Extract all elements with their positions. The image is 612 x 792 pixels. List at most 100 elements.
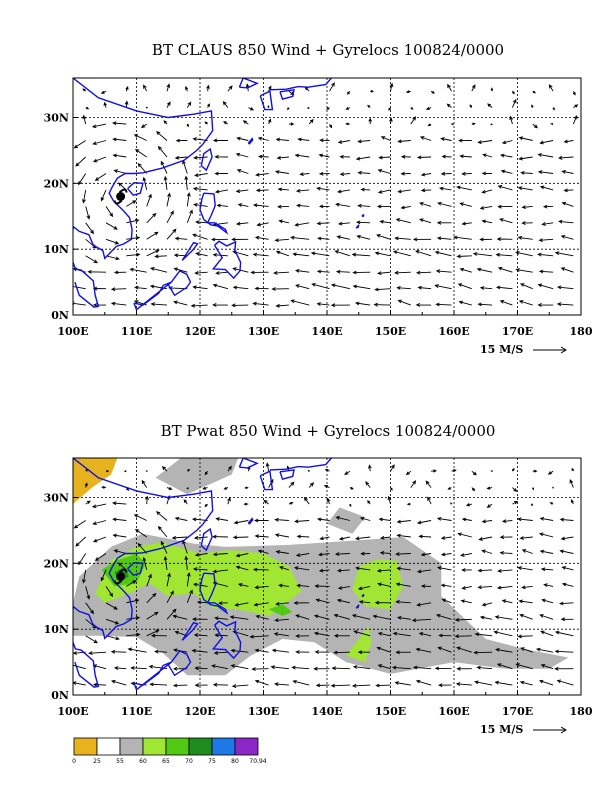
wind-vector	[166, 590, 174, 604]
wind-vector	[232, 267, 249, 273]
wind-vector	[193, 633, 208, 637]
wind-vector	[232, 285, 249, 290]
wind-vector	[415, 270, 432, 275]
wind-vector	[351, 613, 371, 620]
wind-vector	[202, 486, 208, 490]
wind-vector	[554, 251, 574, 257]
x-tick-label: 120E	[184, 705, 215, 718]
wind-vector	[308, 118, 314, 125]
wind-vector	[563, 139, 574, 144]
wind-vector	[318, 171, 330, 176]
wind-vector	[349, 486, 354, 490]
wind-vector	[257, 136, 269, 141]
wind-vector	[126, 200, 137, 207]
wind-vector	[351, 683, 371, 688]
y-tick-label: 0N	[51, 689, 69, 702]
wind-vector	[539, 614, 554, 620]
wind-vector	[337, 140, 350, 144]
wind-vector	[216, 203, 228, 208]
coastline	[167, 650, 192, 677]
wind-vector	[85, 635, 98, 644]
wind-vector	[274, 517, 289, 522]
wind-vector	[248, 107, 255, 111]
wind-vector	[478, 536, 493, 541]
wind-vector	[438, 633, 452, 638]
cyclone-icon-arm	[118, 568, 128, 574]
colorbar-swatch	[96, 737, 121, 756]
wind-vector	[450, 502, 453, 505]
wind-vector	[471, 122, 476, 126]
y-tick-label: 30N	[44, 112, 69, 125]
wind-vector	[537, 283, 554, 290]
wind-vector	[436, 236, 452, 241]
x-tick-label: 160E	[438, 325, 469, 338]
wind-vector	[415, 302, 432, 307]
wind-vector	[355, 536, 371, 541]
wind-vector	[479, 615, 493, 620]
wind-vector	[100, 569, 107, 582]
wind-vector	[173, 267, 188, 273]
wind-vector	[182, 159, 188, 174]
contour-region	[73, 458, 118, 505]
wind-vector	[254, 679, 269, 686]
wind-vector	[187, 468, 191, 472]
wind-vector	[511, 90, 515, 95]
wind-vector	[372, 614, 391, 620]
coastline	[355, 224, 360, 229]
colorbar-tick-label: 75	[208, 758, 216, 765]
wind-vector	[497, 569, 513, 573]
wind-vector	[390, 464, 395, 472]
wind-vector	[218, 601, 228, 606]
wind-vector	[517, 566, 533, 571]
wind-vector	[494, 680, 513, 686]
wind-vector	[237, 203, 249, 207]
wind-vector	[174, 516, 188, 521]
wind-vector	[175, 138, 188, 143]
wind-vector	[499, 535, 513, 540]
wind-vector	[374, 600, 391, 605]
wind-vector	[268, 118, 272, 125]
wind-vector	[511, 98, 517, 108]
wind-vector	[497, 204, 513, 209]
wind-vector	[231, 237, 249, 242]
wind-vector	[400, 154, 411, 159]
x-tick-label: 170E	[502, 705, 533, 718]
wind-vector	[146, 212, 157, 224]
wind-vector	[556, 679, 574, 686]
coastline	[238, 458, 259, 469]
wind-vector	[82, 114, 87, 125]
wind-vector	[252, 252, 269, 257]
wind-vector	[389, 82, 394, 92]
wind-vector	[256, 222, 269, 227]
wind-vector	[326, 107, 330, 110]
wind-vector	[292, 252, 310, 257]
wind-vector	[397, 299, 411, 306]
wind-vector	[390, 487, 393, 491]
wind-vector	[110, 301, 127, 306]
wind-vector	[512, 501, 519, 505]
wind-vector	[337, 189, 350, 194]
wind-vector	[493, 630, 513, 637]
wind-vector	[552, 486, 554, 490]
wind-vector	[273, 632, 289, 637]
wind-vector	[556, 285, 574, 290]
wind-vector	[511, 467, 515, 472]
wind-vector	[273, 271, 289, 275]
wind-vector	[519, 536, 533, 540]
wind-vector	[146, 592, 157, 604]
wind-vector	[278, 583, 289, 588]
wind-vector	[434, 666, 452, 671]
wind-vector	[337, 585, 350, 590]
wind-vector	[352, 665, 371, 670]
wind-vector	[501, 519, 513, 524]
wind-vector	[446, 103, 452, 108]
wind-vector	[479, 237, 493, 242]
colorbar-tick-label: 25	[93, 758, 101, 765]
wind-vector	[516, 517, 533, 522]
wind-vector	[275, 601, 289, 606]
wind-vector	[395, 552, 411, 557]
wind-vector	[447, 83, 452, 92]
wind-vector	[310, 251, 330, 257]
wind-vector	[543, 583, 554, 588]
wind-vector	[192, 617, 208, 622]
